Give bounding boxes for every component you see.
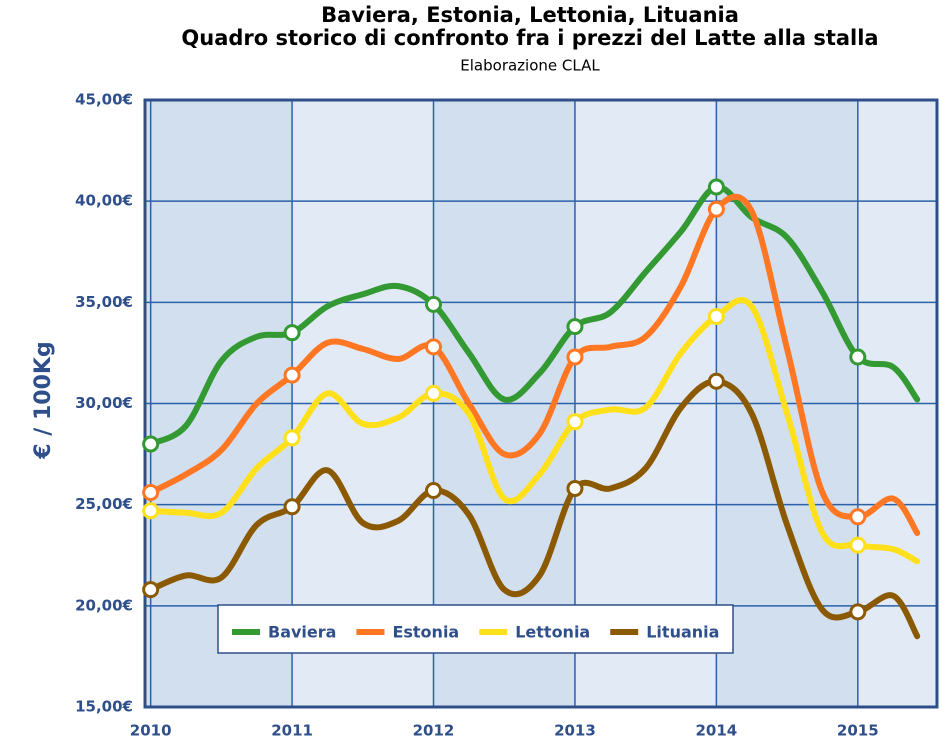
point-marker xyxy=(566,318,584,336)
point-marker xyxy=(142,484,160,502)
x-tick-label: 2010 xyxy=(130,722,172,740)
point-marker xyxy=(707,307,725,325)
legend-box xyxy=(217,604,734,654)
point-marker xyxy=(849,536,867,554)
chart-title: Baviera, Estonia, Lettonia, Lituania xyxy=(321,3,739,27)
y-tick-label: 20,00€ xyxy=(75,596,133,614)
point-marker xyxy=(566,479,584,497)
point-marker xyxy=(283,324,301,342)
point-marker xyxy=(707,200,725,218)
series-line xyxy=(147,184,921,447)
point-marker xyxy=(707,372,725,390)
plot-frame xyxy=(143,98,939,709)
point-marker xyxy=(425,482,443,500)
point-marker xyxy=(142,502,160,520)
legend-label: Lettonia xyxy=(515,623,590,642)
chart-subtitle: Quadro storico di confronto fra i prezzi… xyxy=(181,26,878,50)
legend-label: Estonia xyxy=(392,623,459,642)
point-marker xyxy=(425,295,443,313)
point-marker xyxy=(142,581,160,599)
y-tick-label: 25,00€ xyxy=(75,495,133,513)
point-marker xyxy=(283,498,301,516)
y-axis-label: € / 100Kg xyxy=(31,341,56,459)
x-tick-label: 2011 xyxy=(271,722,313,740)
point-marker xyxy=(283,429,301,447)
point-marker xyxy=(283,366,301,384)
point-marker xyxy=(425,338,443,356)
legend-label: Baviera xyxy=(268,623,336,642)
point-marker xyxy=(566,413,584,431)
legend-label: Lituania xyxy=(646,623,719,642)
point-marker xyxy=(566,348,584,366)
point-marker xyxy=(707,178,725,196)
chart-source: Elaborazione CLAL xyxy=(460,57,600,75)
y-tick-label: 45,00€ xyxy=(75,91,133,109)
y-tick-label: 35,00€ xyxy=(75,293,133,311)
point-marker xyxy=(849,603,867,621)
point-marker xyxy=(425,384,443,402)
point-marker xyxy=(849,508,867,526)
point-marker xyxy=(849,348,867,366)
y-tick-label: 30,00€ xyxy=(75,394,133,412)
y-tick-label: 15,00€ xyxy=(75,698,133,716)
point-marker xyxy=(142,435,160,453)
x-tick-label: 2014 xyxy=(695,722,737,740)
y-tick-label: 40,00€ xyxy=(75,192,133,210)
x-tick-label: 2012 xyxy=(413,722,455,740)
x-tick-label: 2015 xyxy=(837,722,879,740)
x-tick-label: 2013 xyxy=(554,722,596,740)
